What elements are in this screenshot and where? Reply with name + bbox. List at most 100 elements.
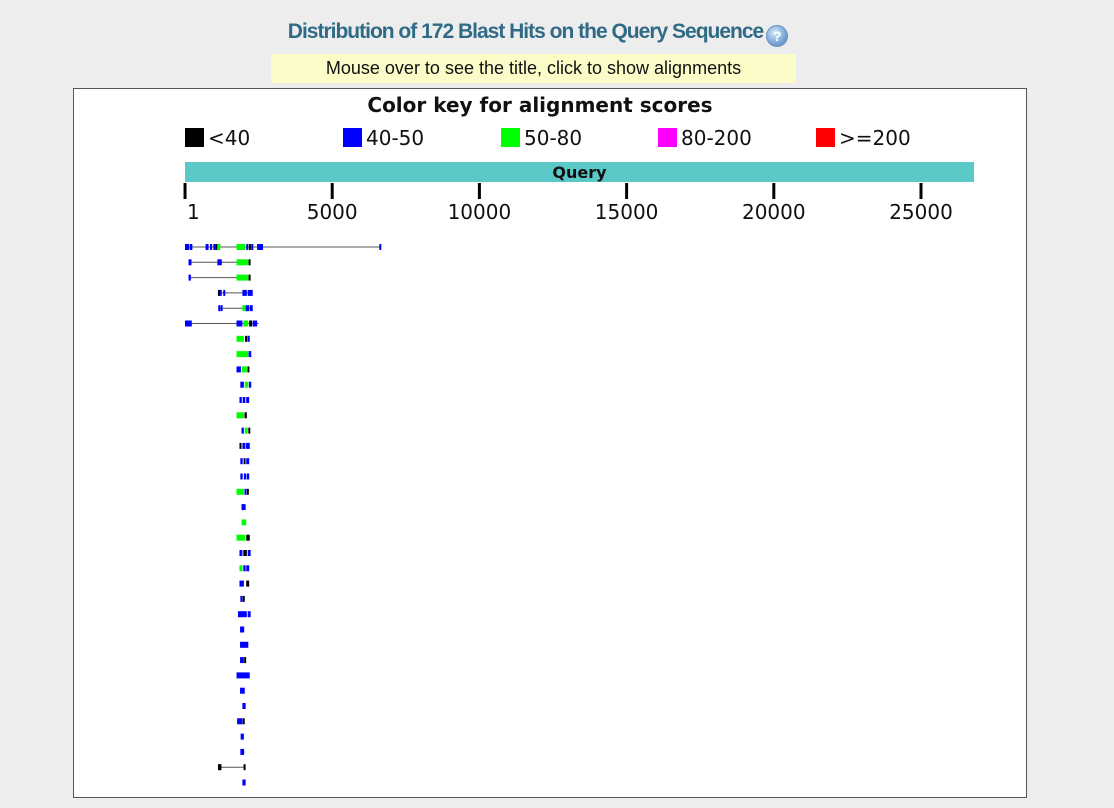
hit-segment[interactable] <box>240 657 244 664</box>
hit-segment[interactable] <box>243 458 246 465</box>
hit-segment[interactable] <box>220 305 223 312</box>
hit-segment[interactable] <box>246 473 250 480</box>
hit-segment[interactable] <box>243 320 249 327</box>
hit-segment[interactable] <box>240 733 244 740</box>
hit-segment[interactable] <box>236 366 241 373</box>
hit-segment[interactable] <box>242 289 247 296</box>
hit-segment[interactable] <box>241 366 247 373</box>
hit-segment[interactable] <box>243 550 247 556</box>
hit-segment[interactable] <box>242 779 246 786</box>
hit-segment[interactable] <box>210 244 213 250</box>
hit-segment[interactable] <box>240 641 249 648</box>
hit-segment[interactable] <box>244 381 249 388</box>
hit-segment[interactable] <box>244 427 248 434</box>
hit-segment[interactable] <box>248 351 252 358</box>
hit-segment[interactable] <box>243 565 246 572</box>
hit-segment[interactable] <box>246 580 250 587</box>
ruler-tick-label: 1 <box>187 200 200 224</box>
hit-segment[interactable] <box>217 289 220 296</box>
hit-segment[interactable] <box>249 320 253 327</box>
hit-segment[interactable] <box>244 412 247 419</box>
hit-segment[interactable] <box>247 611 251 618</box>
hit-segment[interactable] <box>243 764 246 771</box>
hit-segment[interactable] <box>248 381 252 388</box>
hit-segment[interactable] <box>205 244 209 250</box>
hit-segment[interactable] <box>236 320 243 327</box>
hit-segment[interactable] <box>240 748 245 755</box>
hit-segment[interactable] <box>242 595 245 602</box>
hit-segment[interactable] <box>236 351 249 358</box>
hit-segment[interactable] <box>239 565 243 572</box>
hit-segment[interactable] <box>246 488 249 495</box>
hit-segment[interactable] <box>236 534 246 541</box>
hit-segment[interactable] <box>219 289 222 296</box>
hit-segment[interactable] <box>247 289 253 296</box>
hit-segment[interactable] <box>215 244 218 250</box>
hit-segment[interactable] <box>379 244 382 250</box>
hit-segment[interactable] <box>223 289 226 296</box>
hit-segment[interactable] <box>239 580 244 587</box>
hit-segment[interactable] <box>236 274 249 281</box>
hit-segment[interactable] <box>236 488 244 495</box>
help-icon[interactable]: ? <box>766 25 789 47</box>
hit-segment[interactable] <box>239 397 242 403</box>
hit-segment[interactable] <box>248 427 251 434</box>
hit-segment[interactable] <box>240 687 245 694</box>
hit-segment[interactable] <box>236 335 244 342</box>
hit-segment[interactable] <box>237 718 243 725</box>
hit-segment[interactable] <box>217 764 220 771</box>
hit-segment[interactable] <box>248 259 251 266</box>
hit-segment[interactable] <box>188 274 191 281</box>
hit-segment[interactable] <box>242 397 246 403</box>
hit-segment[interactable] <box>240 458 243 465</box>
hit-segment[interactable] <box>242 703 246 709</box>
hit-segment[interactable] <box>236 244 246 250</box>
hit-segment[interactable] <box>243 473 247 480</box>
hit-segment[interactable] <box>246 397 250 403</box>
hit-segment[interactable] <box>219 764 222 771</box>
hit-segment[interactable] <box>239 442 242 449</box>
hit-segment[interactable] <box>252 320 258 327</box>
hit-segment[interactable] <box>242 305 246 312</box>
hit-segment[interactable] <box>245 305 250 312</box>
hit-segment[interactable] <box>185 244 190 250</box>
hit-segment[interactable] <box>249 305 253 312</box>
hit-segment[interactable] <box>218 305 221 312</box>
color-key-label: <40 <box>208 126 250 150</box>
hit-segment[interactable] <box>239 550 243 556</box>
hit-segment[interactable] <box>217 259 222 266</box>
hit-segment[interactable] <box>185 320 192 327</box>
hit-segment[interactable] <box>241 427 244 434</box>
hit-segment[interactable] <box>248 274 251 281</box>
hit-segment[interactable] <box>241 519 247 526</box>
hit-segment[interactable] <box>244 657 247 664</box>
hit-segment[interactable] <box>251 244 254 250</box>
hit-segment[interactable] <box>248 244 251 250</box>
hit-segment[interactable] <box>217 244 221 250</box>
hit-segment[interactable] <box>213 244 216 250</box>
hit-segment[interactable] <box>246 458 250 465</box>
hit-segment[interactable] <box>236 259 249 266</box>
hit-segment[interactable] <box>257 244 264 250</box>
hit-segment[interactable] <box>246 534 250 541</box>
hit-segment[interactable] <box>242 442 246 449</box>
hit-segment[interactable] <box>240 626 245 633</box>
hit-segment[interactable] <box>244 488 247 495</box>
hit-segment[interactable] <box>241 504 246 511</box>
hit-segment[interactable] <box>236 412 244 419</box>
hit-segment[interactable] <box>237 611 247 618</box>
hit-segment[interactable] <box>242 718 245 725</box>
hit-segment[interactable] <box>240 595 243 602</box>
hit-segment[interactable] <box>247 366 250 373</box>
hit-segment[interactable] <box>240 381 244 388</box>
hit-segment[interactable] <box>236 672 250 679</box>
hit-segment[interactable] <box>246 565 250 572</box>
hit-segment[interactable] <box>245 442 250 449</box>
hit-segment[interactable] <box>247 550 251 556</box>
hit-segment[interactable] <box>247 335 250 342</box>
hit-segment[interactable] <box>190 244 193 250</box>
hit-segment[interactable] <box>245 335 248 342</box>
hit-segment[interactable] <box>246 244 249 250</box>
hit-segment[interactable] <box>240 473 243 480</box>
hit-segment[interactable] <box>188 259 192 266</box>
